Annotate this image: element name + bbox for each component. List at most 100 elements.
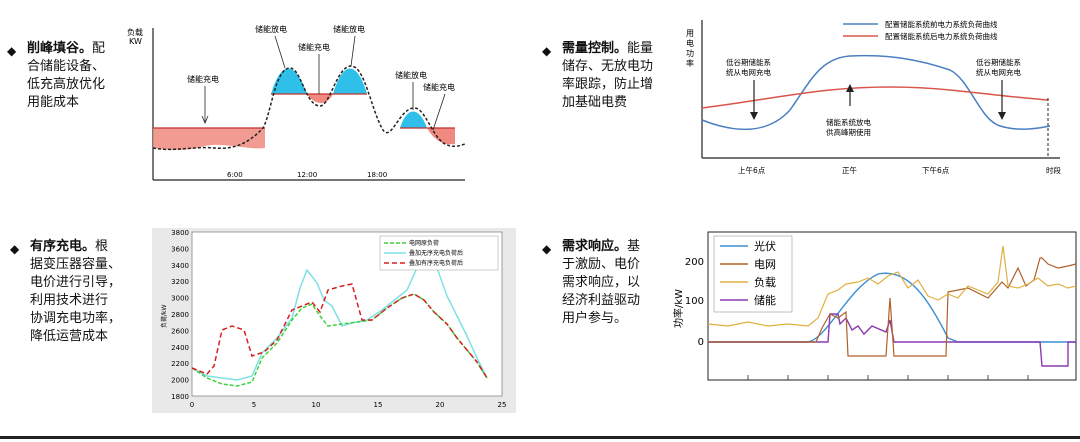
ordered-legend-2: 叠加有序充电负荷后: [409, 259, 463, 267]
peak-valley-y-unit-1: 负载: [127, 27, 143, 37]
peak-valley-x-tick-0: 6:00: [227, 171, 243, 179]
demand-response-chart: 功率/kW 200 100 0 光伏 电网 负载 储能: [672, 231, 1077, 381]
demand-response-heading: 需求响应。: [562, 239, 628, 254]
demand-response-line-3: 需求响应，以: [562, 275, 641, 290]
demand-control-line-1: 能量: [627, 41, 654, 56]
bullet-diamond-icon: ◆: [10, 242, 20, 256]
demand-ann-right-2: 统从电网充电: [976, 67, 1021, 77]
charge-valley-mid: [307, 94, 333, 103]
demand-response-line-4: 经济利益驱动: [562, 293, 641, 308]
label-charge-right: 储能充电: [423, 82, 455, 92]
ordered-y-tick: 3600: [171, 245, 189, 253]
ordered-y-tick: 2800: [171, 311, 189, 319]
peak-valley-line-2: 合储能设备、: [27, 59, 106, 74]
demand-control-description: ◆ 需量控制。能量 储存、无放电功 率跟踪，防止增 加基础电费: [542, 40, 664, 112]
discharge-peak-3: [400, 111, 427, 128]
bullet-diamond-icon: ◆: [542, 242, 552, 256]
ordered-curve-unordered: [191, 246, 488, 381]
ordered-charging-line-2: 据变压器容量、: [30, 257, 122, 272]
peak-valley-description: ◆ 削峰填谷。配 合储能设备、 低充高放优化 用能成本: [7, 40, 127, 112]
bullet-diamond-icon: ◆: [542, 44, 552, 58]
label-discharge-1: 储能放电: [255, 24, 287, 34]
charge-area-left: [153, 128, 265, 150]
ordered-y-tick: 3200: [171, 278, 189, 286]
demand-control-y-label-4: 率: [686, 58, 694, 68]
peak-valley-x-tick-1: 12:00: [297, 171, 317, 179]
ordered-charging-line-1: 根: [95, 239, 109, 254]
peak-valley-x-tick-2: 18:00: [367, 171, 387, 179]
peak-valley-line-3: 低充高放优化: [27, 77, 106, 92]
demand-control-y-label-1: 用: [686, 29, 694, 38]
label-discharge-3: 储能放电: [395, 70, 427, 80]
curve-before: [701, 54, 1051, 130]
ordered-charging-line-4: 利用技术进行: [30, 293, 109, 308]
peak-valley-diagram: 负载 KW 储能充电 储能放电 储能充电 储能放电 储能放电 储能充电 6:00…: [127, 24, 466, 181]
ordered-x-tick: 0: [190, 401, 194, 409]
ordered-charging-heading: 有序充电。: [30, 239, 96, 254]
demand-x-tick-0: 上午6点: [738, 165, 766, 175]
curve-after: [701, 86, 1049, 109]
ordered-x-tick: 5: [252, 401, 256, 409]
ordered-legend-1: 叠加无序充电负荷后: [409, 249, 463, 257]
demand-response-line-5: 用户参与。: [562, 311, 628, 326]
response-legend-3: 储能: [754, 293, 776, 307]
ordered-charging-description: ◆ 有序充电。根 据变压器容量、 电价进行引导， 利用技术进行 协调充电功率， …: [10, 238, 130, 346]
ordered-x-ticks: 0 5 10 15 20 25: [190, 401, 507, 409]
peak-valley-line-1: 配: [92, 41, 106, 56]
demand-control-diagram: 用 电 功 率 配置储能系统前电力系统负荷曲线 配置储能系统后电力系统负荷曲线 …: [686, 19, 1062, 175]
demand-x-tick-3: 时段: [1046, 165, 1062, 175]
ordered-x-tick: 20: [436, 401, 445, 409]
ordered-y-tick: 2400: [171, 344, 189, 352]
demand-legend-after: 配置储能系统后电力系统负荷曲线: [885, 31, 998, 41]
label-charge-mid: 储能充电: [298, 42, 330, 52]
ordered-legend-0: 电网原负荷: [409, 239, 439, 247]
ordered-y-tick: 2600: [171, 327, 189, 335]
ordered-x-tick: 25: [498, 401, 507, 409]
ordered-x-tick: 10: [312, 401, 321, 409]
response-curve-storage: [708, 313, 1076, 367]
demand-response-description: ◆ 需求响应。基 于激励、电价 需求响应，以 经济利益驱动 用户参与。: [542, 238, 662, 328]
bullet-diamond-icon: ◆: [7, 44, 17, 58]
discharge-peak-2: [333, 68, 367, 94]
ordered-y-tick: 3800: [171, 229, 189, 237]
response-curve-grid: [708, 257, 1077, 357]
response-y-tick: 0: [698, 337, 704, 348]
demand-control-line-4: 加基础电费: [562, 95, 628, 110]
label-discharge-2: 储能放电: [333, 24, 365, 34]
ordered-y-label: 负荷/kW: [160, 305, 168, 328]
demand-control-y-label-3: 功: [686, 48, 694, 58]
ordered-x-tick: 15: [374, 401, 383, 409]
response-legend-2: 负载: [754, 275, 776, 289]
ordered-charging-line-6: 降低运营成本: [30, 329, 109, 344]
peak-valley-line-4: 用能成本: [27, 95, 80, 110]
ordered-y-tick: 1800: [171, 393, 189, 401]
demand-ann-mid-1: 储能系统放电: [826, 117, 871, 127]
demand-ann-left-2: 统从电网充电: [726, 67, 771, 77]
ordered-curve-ordered: [191, 283, 488, 379]
ordered-charging-line-5: 协调充电功率，: [30, 311, 122, 326]
peak-valley-y-unit-2: KW: [129, 37, 142, 46]
demand-control-line-2: 储存、无放电功: [562, 59, 654, 74]
ordered-charging-chart: 负荷/kW 3800 3600 3400 3200 3000 2800 2600…: [152, 228, 516, 413]
ordered-charging-line-3: 电价进行引导，: [30, 275, 122, 290]
response-curve-pv: [708, 272, 1076, 343]
demand-control-heading: 需量控制。: [562, 41, 628, 56]
demand-ann-mid-2: 供高峰期使用: [826, 127, 871, 137]
bottom-divider: [0, 436, 1080, 439]
ordered-y-tick: 3000: [171, 295, 189, 303]
demand-control-line-3: 率跟踪，防止增: [562, 77, 654, 92]
label-charge-left: 储能充电: [187, 74, 219, 84]
response-legend-1: 电网: [754, 258, 776, 271]
response-y-tick: 200: [685, 257, 704, 268]
ordered-y-tick: 2000: [171, 377, 189, 385]
demand-response-line-1: 基: [627, 239, 641, 254]
original-load-curve: [152, 65, 466, 151]
demand-x-tick-2: 下午6点: [922, 165, 950, 175]
demand-ann-right-1: 低谷期储能系: [976, 57, 1021, 67]
demand-x-tick-1: 正午: [842, 165, 857, 175]
demand-response-line-2: 于激励、电价: [562, 257, 641, 272]
demand-ann-left-1: 低谷期储能系: [726, 57, 771, 67]
response-y-label: 功率/kW: [672, 289, 685, 328]
discharge-peak-1: [271, 68, 307, 94]
ordered-y-tick: 2200: [171, 360, 189, 368]
